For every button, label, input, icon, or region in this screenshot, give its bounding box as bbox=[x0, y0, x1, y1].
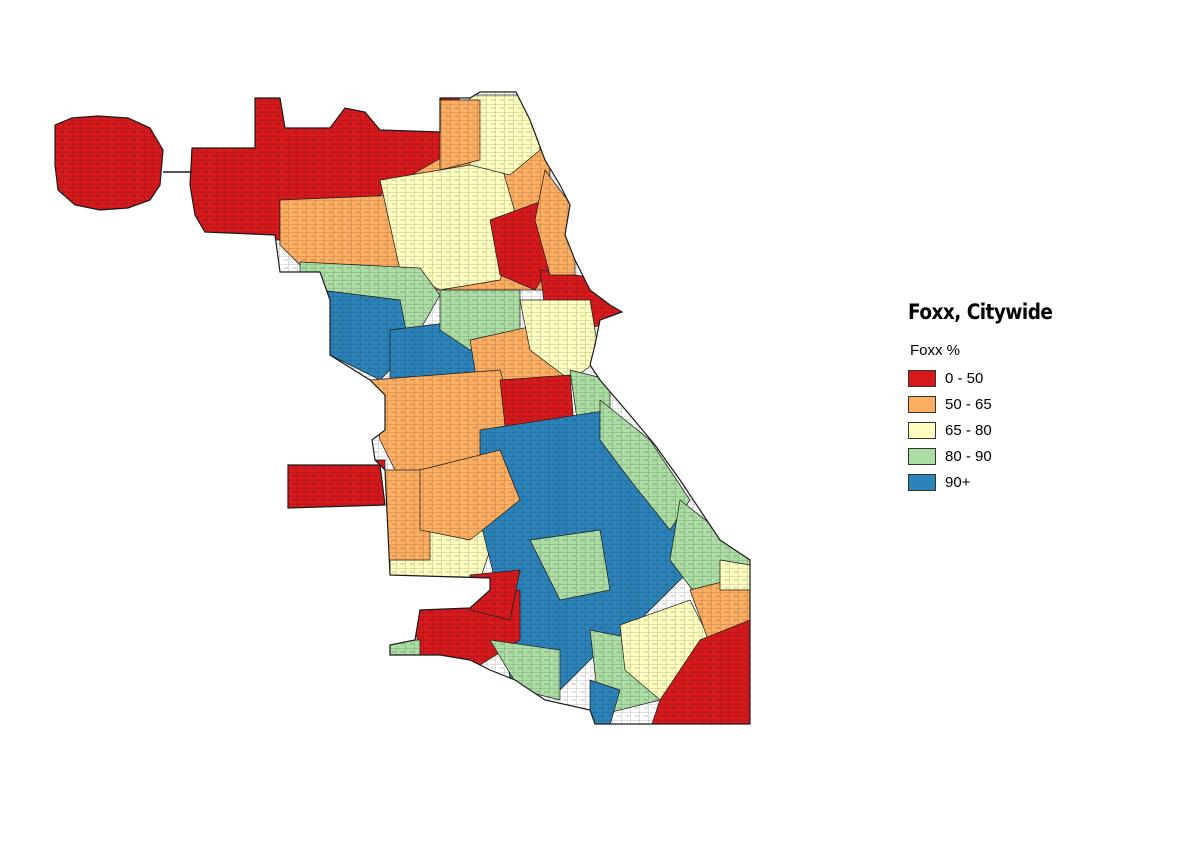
legend-label: 90+ bbox=[945, 473, 971, 491]
map-legend: Foxx, Citywide Foxx % 0 - 50 50 - 65 65 … bbox=[908, 300, 1148, 495]
legend-label: 0 - 50 bbox=[945, 369, 984, 387]
legend-subtitle: Foxx % bbox=[910, 342, 961, 359]
legend-swatch bbox=[908, 369, 936, 387]
legend-item: 50 - 65 bbox=[908, 391, 1148, 417]
legend-item: 80 - 90 bbox=[908, 443, 1148, 469]
legend-swatch bbox=[908, 421, 936, 439]
legend-label: 50 - 65 bbox=[945, 395, 992, 413]
legend-title: Foxx, Citywide bbox=[908, 300, 1053, 324]
legend-label: 80 - 90 bbox=[945, 447, 992, 465]
legend-swatch bbox=[908, 473, 936, 491]
legend-swatch bbox=[908, 395, 936, 413]
legend-label: 65 - 80 bbox=[945, 421, 992, 439]
legend-item: 90+ bbox=[908, 469, 1148, 495]
legend-swatch bbox=[908, 447, 936, 465]
legend-item: 65 - 80 bbox=[908, 417, 1148, 443]
legend-item: 0 - 50 bbox=[908, 365, 1148, 391]
